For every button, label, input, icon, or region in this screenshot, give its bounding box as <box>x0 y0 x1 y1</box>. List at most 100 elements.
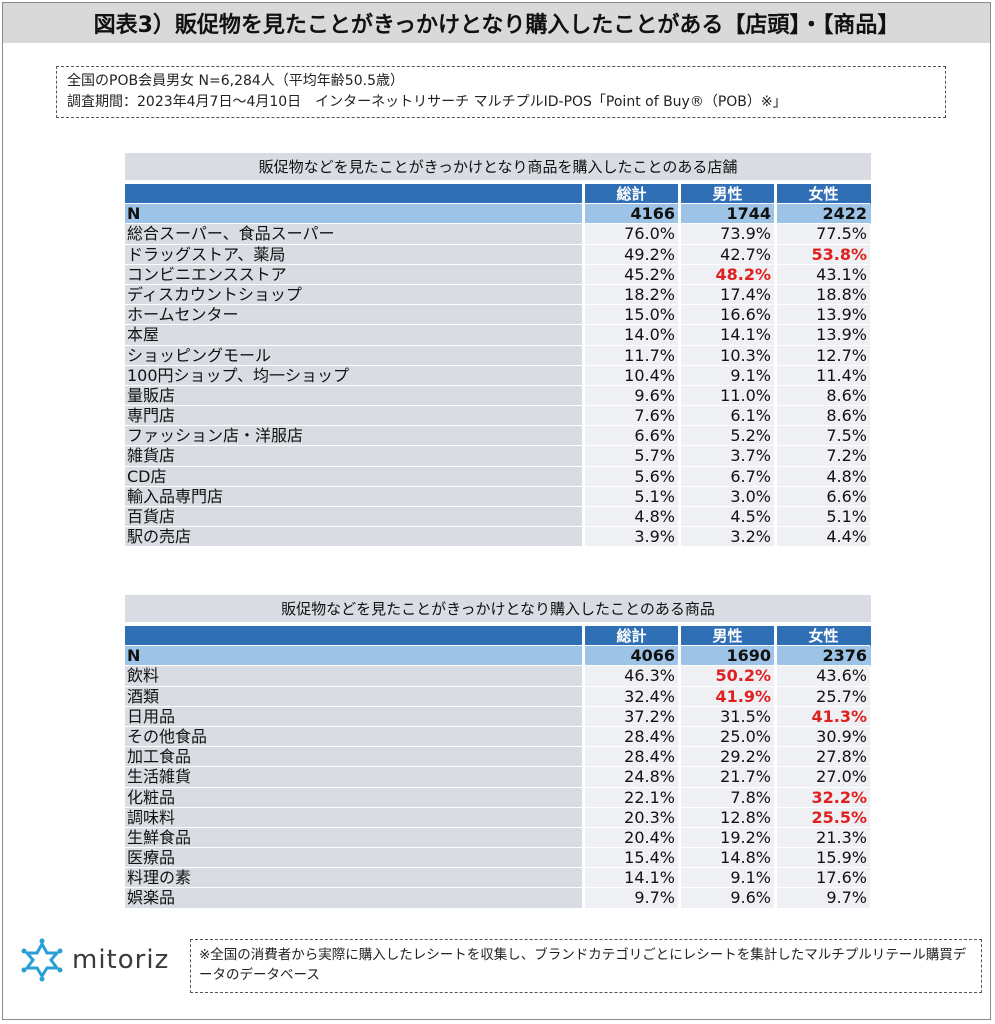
cell-female: 13.9% <box>774 325 870 346</box>
table-row: 日用品 37.2% 31.5% 41.3% <box>125 706 871 727</box>
page-title: 図表3）販促物を見たことがきっかけとなり購入したことがある【店頭】・【商品】 <box>3 3 990 43</box>
cell-male: 29.2% <box>678 747 774 768</box>
cell-total: 11.7% <box>582 345 678 366</box>
cell-female: 7.2% <box>774 446 870 467</box>
n-total: 4166 <box>582 204 678 225</box>
cell-male: 41.9% <box>678 686 774 707</box>
header-total: 総計 <box>582 626 678 647</box>
cell-total: 5.6% <box>582 466 678 487</box>
row-label: 医療品 <box>125 848 582 869</box>
table-row: ディスカウントショップ 18.2% 17.4% 18.8% <box>125 284 871 306</box>
cell-total: 28.4% <box>582 747 678 768</box>
survey-sample-line: 全国のPOB会員男女 N=6,284人（平均年齢50.5歳） <box>67 73 404 89</box>
header-total: 総計 <box>582 184 678 205</box>
row-label: 化粧品 <box>125 787 582 808</box>
cell-total: 4.8% <box>582 507 678 528</box>
cell-total: 28.4% <box>582 726 678 748</box>
n-female: 2422 <box>774 204 870 225</box>
cell-female: 11.4% <box>774 365 870 386</box>
row-label: 生活雑貨 <box>125 767 582 788</box>
table-row: 100円ショップ、均一ショップ 10.4% 9.1% 11.4% <box>125 365 871 386</box>
survey-info-box: 全国のPOB会員男女 N=6,284人（平均年齢50.5歳） 調査期間：2023… <box>56 66 946 118</box>
cell-female: 5.1% <box>774 507 870 528</box>
row-label: 料理の素 <box>125 868 582 889</box>
cell-female: 43.1% <box>774 264 870 285</box>
table-row: 酒類 32.4% 41.9% 25.7% <box>125 686 871 707</box>
cell-male: 14.1% <box>678 325 774 346</box>
stores-table-caption: 販促物などを見たことがきっかけとなり商品を購入したことのある店舗 <box>125 153 871 180</box>
cell-female: 41.3% <box>774 706 870 727</box>
header-male: 男性 <box>678 626 774 647</box>
header-female: 女性 <box>774 626 870 647</box>
table-row: CD店 5.6% 6.7% 4.8% <box>125 466 871 487</box>
cell-male: 3.7% <box>678 446 774 467</box>
table-row: 加工食品 28.4% 29.2% 27.8% <box>125 747 871 768</box>
cell-total: 5.1% <box>582 486 678 507</box>
cell-female: 27.8% <box>774 747 870 768</box>
cell-male: 73.9% <box>678 224 774 245</box>
table-row: 駅の売店 3.9% 3.2% 4.4% <box>125 527 871 548</box>
table-row: コンビニエンスストア 45.2% 48.2% 43.1% <box>125 264 871 285</box>
footnote-box: ※全国の消費者から実際に購入したレシートを収集し、ブランドカテゴリごとにレシート… <box>190 939 982 993</box>
cell-total: 18.2% <box>582 284 678 306</box>
cell-male: 9.1% <box>678 365 774 386</box>
row-label: コンビニエンスストア <box>125 264 582 285</box>
cell-female: 27.0% <box>774 767 870 788</box>
cell-total: 76.0% <box>582 224 678 245</box>
products-table-header: 総計 男性 女性 <box>125 626 871 647</box>
cell-male: 4.5% <box>678 507 774 528</box>
cell-total: 49.2% <box>582 244 678 265</box>
cell-female: 15.9% <box>774 848 870 869</box>
row-label: 本屋 <box>125 325 582 346</box>
cell-male: 3.2% <box>678 527 774 548</box>
cell-total: 15.0% <box>582 305 678 326</box>
row-label: ドラッグストア、薬局 <box>125 244 582 265</box>
cell-male: 12.8% <box>678 807 774 828</box>
cell-total: 24.8% <box>582 767 678 788</box>
cell-male: 3.0% <box>678 486 774 507</box>
cell-male: 10.3% <box>678 345 774 366</box>
cell-female: 6.6% <box>774 486 870 507</box>
cell-total: 15.4% <box>582 848 678 869</box>
cell-female: 32.2% <box>774 787 870 808</box>
cell-female: 12.7% <box>774 345 870 366</box>
cell-female: 43.6% <box>774 666 870 687</box>
mitoriz-logo-icon <box>21 938 63 982</box>
cell-female: 25.7% <box>774 686 870 707</box>
cell-male: 50.2% <box>678 666 774 687</box>
row-label: 飲料 <box>125 666 582 687</box>
n-female: 2376 <box>774 646 870 667</box>
cell-female: 53.8% <box>774 244 870 265</box>
table-row: 輸入品専門店 5.1% 3.0% 6.6% <box>125 486 871 507</box>
cell-total: 9.6% <box>582 385 678 407</box>
cell-total: 20.4% <box>582 827 678 849</box>
row-label: 娯楽品 <box>125 888 582 909</box>
products-n-row: N 4066 1690 2376 <box>125 646 871 667</box>
table-row: 総合スーパー、食品スーパー 76.0% 73.9% 77.5% <box>125 224 871 245</box>
row-label: ディスカウントショップ <box>125 284 582 306</box>
products-table-body: 飲料 46.3% 50.2% 43.6% 酒類 32.4% 41.9% 25.7% 日用品 37.… <box>125 666 871 909</box>
table-row: 化粧品 22.1% 7.8% 32.2% <box>125 787 871 808</box>
row-label: 100円ショップ、均一ショップ <box>125 365 582 386</box>
row-label: 量販店 <box>125 385 582 407</box>
n-label: N <box>125 204 582 225</box>
cell-total: 7.6% <box>582 406 678 427</box>
cell-total: 6.6% <box>582 426 678 447</box>
n-male: 1744 <box>678 204 774 225</box>
cell-female: 77.5% <box>774 224 870 245</box>
table-row: ホームセンター 15.0% 16.6% 13.9% <box>125 305 871 326</box>
table-row: 生鮮食品 20.4% 19.2% 21.3% <box>125 827 871 849</box>
cell-female: 8.6% <box>774 385 870 407</box>
cell-male: 6.1% <box>678 406 774 427</box>
cell-male: 48.2% <box>678 264 774 285</box>
table-row: その他食品 28.4% 25.0% 30.9% <box>125 726 871 748</box>
row-label: ショッピングモール <box>125 345 582 366</box>
cell-male: 16.6% <box>678 305 774 326</box>
table-row: 調味料 20.3% 12.8% 25.5% <box>125 807 871 828</box>
cell-total: 5.7% <box>582 446 678 467</box>
row-label: 総合スーパー、食品スーパー <box>125 224 582 245</box>
row-label: 輸入品専門店 <box>125 486 582 507</box>
cell-total: 9.7% <box>582 888 678 909</box>
cell-female: 4.4% <box>774 527 870 548</box>
